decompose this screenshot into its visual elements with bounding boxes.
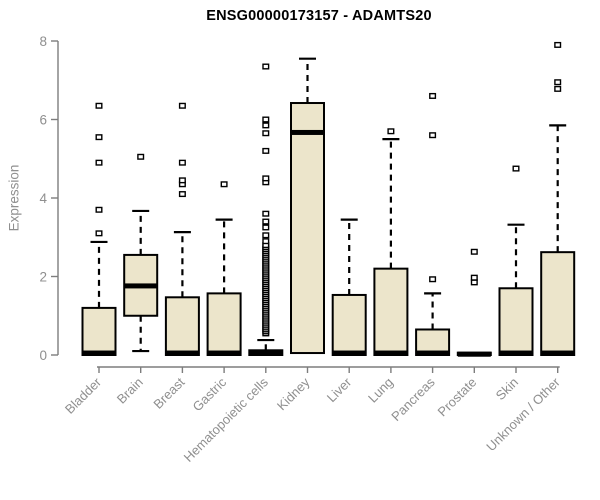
- boxplot-group-prostate: [456, 248, 492, 357]
- chart-title: ENSG00000173157 - ADAMTS20: [206, 8, 432, 24]
- median-line: [457, 351, 491, 357]
- outlier-point: [554, 79, 562, 86]
- x-tick-label-lung: Lung: [365, 375, 396, 406]
- outlier-point: [262, 147, 270, 154]
- x-tick-label-brain: Brain: [114, 375, 146, 407]
- outlier-point: [262, 175, 270, 182]
- outlier-point: [429, 132, 437, 139]
- outlier-point: [95, 134, 103, 141]
- median-line: [541, 350, 575, 356]
- box-rect: [164, 296, 200, 356]
- outlier-point: [429, 276, 437, 283]
- boxplot-group-hematopoietic-cells: [248, 63, 284, 357]
- median-line: [332, 350, 366, 356]
- outlier-point: [470, 274, 478, 281]
- median-line: [499, 350, 533, 356]
- boxplot-group-pancreas: [415, 92, 451, 356]
- outlier-point: [178, 102, 186, 109]
- box-rect: [290, 102, 325, 355]
- outlier-point: [262, 210, 270, 217]
- outlier-point: [178, 191, 186, 198]
- median-line: [249, 350, 283, 356]
- median-line: [124, 283, 158, 289]
- box-rect: [498, 287, 534, 356]
- outlier-point: [470, 279, 478, 286]
- y-axis-title: Expression: [6, 164, 22, 232]
- outlier-point: [429, 92, 437, 99]
- outlier-point: [262, 63, 270, 70]
- box-rect: [331, 293, 367, 357]
- median-line: [82, 350, 116, 356]
- boxplot-group-bladder: [81, 102, 117, 356]
- outlier-point: [387, 128, 395, 135]
- outlier-point: [262, 238, 270, 245]
- x-tick-label-prostate: Prostate: [435, 375, 480, 420]
- outlier-point: [220, 181, 228, 188]
- y-tick-label: 6: [39, 112, 47, 127]
- boxplot-group-breast: [164, 102, 200, 356]
- box-rect: [373, 267, 409, 356]
- boxplot-group-brain: [123, 153, 159, 353]
- outlier-point: [262, 116, 270, 123]
- x-tick-label-liver: Liver: [324, 374, 355, 405]
- median-line: [207, 350, 241, 356]
- outlier-point: [262, 224, 270, 231]
- median-line: [165, 350, 199, 356]
- outlier-point: [554, 41, 562, 48]
- x-tick-label-kidney: Kidney: [274, 374, 313, 413]
- x-tick-label-skin: Skin: [493, 375, 521, 403]
- boxplot-group-kidney: [290, 57, 325, 355]
- outlier-point: [137, 153, 145, 160]
- y-tick-label: 8: [39, 34, 47, 49]
- median-line: [416, 350, 450, 356]
- outlier-point: [262, 122, 270, 129]
- outlier-point: [178, 177, 186, 184]
- y-tick-label: 4: [39, 191, 47, 206]
- median-line: [374, 350, 408, 356]
- boxplot-group-liver: [331, 218, 367, 357]
- x-tick-label-unknown-other: Unknown / Other: [483, 374, 563, 454]
- box-rect: [540, 251, 576, 356]
- outlier-point: [178, 159, 186, 166]
- outlier-point: [512, 165, 520, 172]
- median-line: [291, 129, 324, 135]
- x-tick-label-gastric: Gastric: [190, 374, 230, 414]
- boxplot-group-skin: [498, 165, 534, 356]
- outlier-point: [262, 130, 270, 137]
- box-rect: [206, 292, 242, 357]
- y-tick-label: 0: [39, 348, 47, 363]
- outlier-point: [95, 206, 103, 213]
- outlier-point: [262, 232, 270, 239]
- x-tick-label-bladder: Bladder: [62, 374, 105, 417]
- outlier-point: [554, 85, 562, 92]
- outlier-point: [95, 230, 103, 237]
- outlier-point: [470, 248, 478, 255]
- boxplot-group-unknown-other: [540, 41, 576, 356]
- boxplot-group-gastric: [206, 181, 242, 357]
- box-rect: [81, 306, 117, 356]
- outlier-point: [262, 218, 270, 225]
- outlier-point: [95, 159, 103, 166]
- x-tick-label-pancreas: Pancreas: [388, 374, 438, 424]
- boxplot-group-lung: [373, 128, 409, 356]
- outlier-point: [95, 102, 103, 109]
- x-tick-label-breast: Breast: [150, 374, 187, 411]
- y-tick-label: 2: [39, 269, 47, 284]
